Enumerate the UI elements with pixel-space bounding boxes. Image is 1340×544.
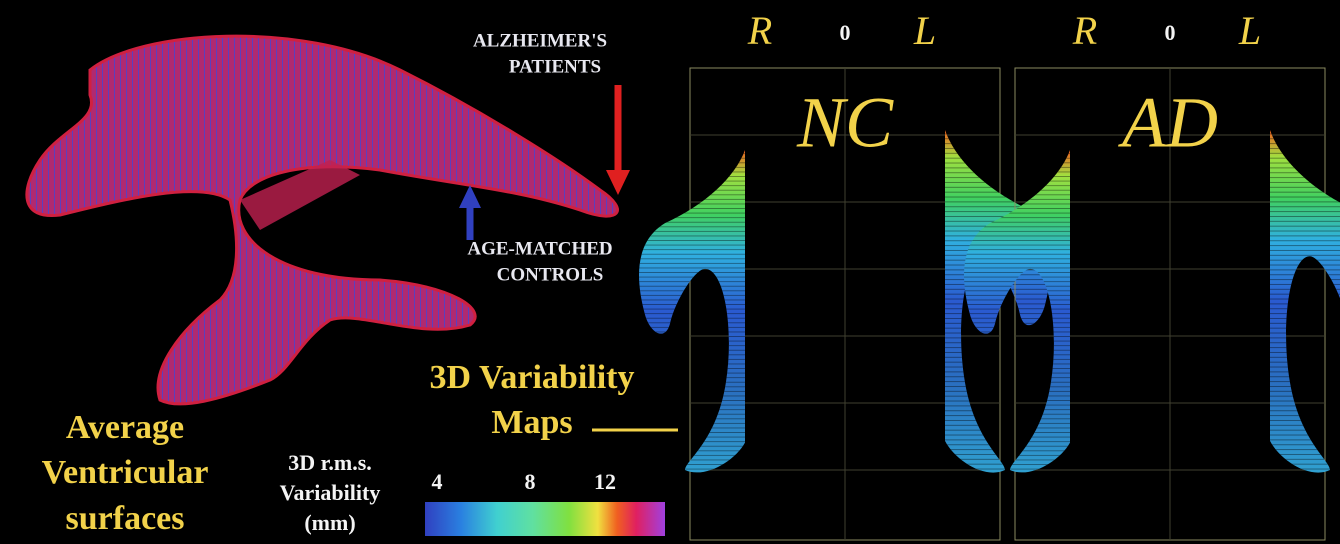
orientation-label: L	[1238, 8, 1261, 53]
maps-label: Maps	[491, 404, 572, 441]
maps-label: 3D Variability	[430, 359, 635, 396]
panel-label: AD	[1118, 83, 1218, 163]
orientation-label: R	[1072, 8, 1097, 53]
label: CONTROLS	[497, 264, 604, 285]
orientation-label: R	[747, 8, 772, 53]
colorbar-tick-label: 4	[432, 469, 443, 494]
map-lobe-lines	[639, 150, 745, 472]
variability-map	[639, 150, 745, 472]
label: AGE-MATCHED	[467, 238, 612, 259]
colorbar-title: Variability	[280, 480, 381, 505]
label: ALZHEIMER'S	[473, 30, 607, 51]
figure: ALZHEIMER'S PATIENTS AGE-MATCHED CONTROL…	[0, 0, 1340, 544]
colorbar	[425, 502, 665, 536]
label: PATIENTS	[509, 56, 601, 77]
surfaces-label: Average	[66, 409, 184, 446]
surfaces-label: Ventricular	[42, 454, 209, 491]
orientation-label: 0	[840, 20, 851, 45]
orientation-label: 0	[1165, 20, 1176, 45]
colorbar-title: 3D r.m.s.	[288, 450, 372, 475]
arrow	[606, 170, 630, 195]
surfaces-label: surfaces	[66, 500, 185, 537]
panel-label: NC	[796, 83, 894, 163]
colorbar-tick-label: 8	[525, 469, 536, 494]
orientation-label: L	[913, 8, 936, 53]
colorbar-title: (mm)	[304, 510, 355, 535]
ventricle-surface	[27, 36, 618, 404]
arrow	[459, 185, 481, 208]
variability-map	[1270, 130, 1340, 473]
panels: R 0 L NC R 0 L AD	[639, 8, 1340, 540]
map-lobe-lines	[1270, 130, 1340, 473]
colorbar-tick-label: 12	[594, 469, 616, 494]
